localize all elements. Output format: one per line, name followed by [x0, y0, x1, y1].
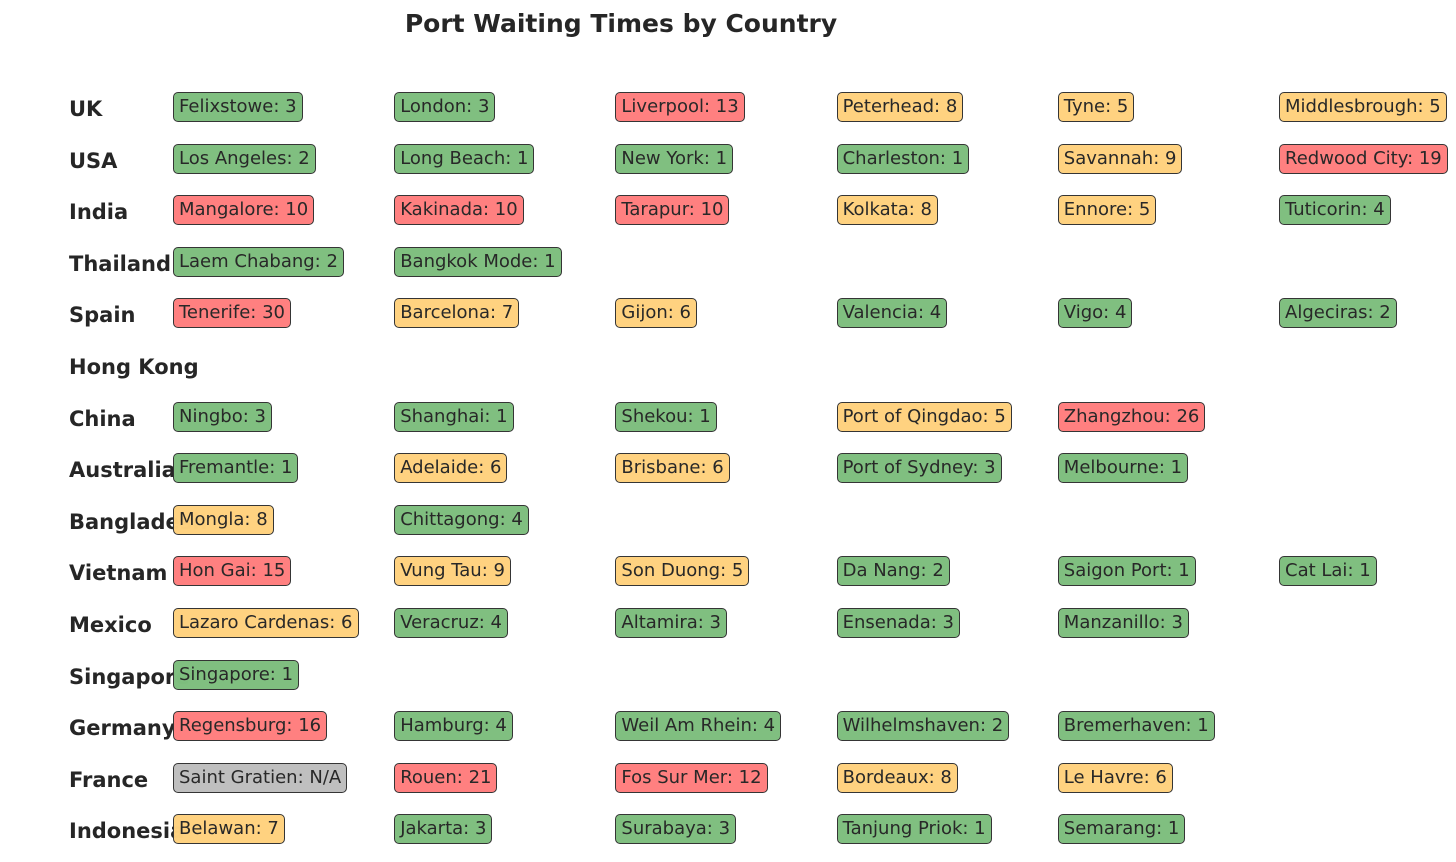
- port-badge: Long Beach: 1: [394, 143, 535, 174]
- country-label: UK: [69, 97, 103, 121]
- port-badge: Veracruz: 4: [394, 608, 508, 638]
- port-badge: Tanjung Priok: 1: [836, 814, 992, 845]
- port-badge: Altamira: 3: [615, 608, 727, 638]
- port-badge: Rouen: 21: [394, 762, 498, 793]
- port-badge: Tenerife: 30: [173, 298, 291, 329]
- country-label: Hong Kong: [69, 355, 199, 379]
- port-badge: Felixstowe: 3: [173, 92, 303, 122]
- port-badge: Belawan: 7: [173, 814, 285, 845]
- port-badge: Laem Chabang: 2: [173, 246, 344, 277]
- port-badge: Da Nang: 2: [836, 556, 950, 587]
- port-badge: Shekou: 1: [615, 401, 717, 432]
- port-badge: Shanghai: 1: [394, 401, 514, 432]
- port-badge: Manzanillo: 3: [1057, 608, 1189, 638]
- port-badge: Hon Gai: 15: [173, 556, 292, 587]
- port-badge: Kakinada: 10: [394, 195, 524, 226]
- port-badge: Savannah: 9: [1057, 143, 1183, 174]
- port-badge: Hamburg: 4: [394, 711, 513, 742]
- country-label: France: [69, 767, 149, 792]
- port-badge: Vigo: 4: [1057, 298, 1133, 329]
- port-badge: Fremantle: 1: [173, 453, 299, 484]
- port-badge: Mangalore: 10: [173, 195, 315, 226]
- port-badge: Chittagong: 4: [394, 504, 529, 535]
- port-badge: Le Havre: 6: [1057, 762, 1173, 793]
- country-label: Thailand: [69, 251, 171, 276]
- port-badge: Adelaide: 6: [394, 453, 508, 484]
- port-badge: Semarang: 1: [1057, 814, 1186, 845]
- port-badge: Melbourne: 1: [1057, 453, 1189, 484]
- port-badge: Port of Qingdao: 5: [836, 401, 1012, 432]
- port-badge: Gijon: 6: [615, 298, 697, 329]
- port-badge: Middlesbrough: 5: [1279, 92, 1447, 122]
- country-label: USA: [69, 148, 118, 173]
- port-badge: Cat Lai: 1: [1279, 556, 1377, 587]
- country-label: Vietnam: [69, 561, 168, 586]
- port-badge: Barcelona: 7: [394, 298, 520, 329]
- port-badge: Valencia: 4: [836, 298, 948, 329]
- port-badge: Tuticorin: 4: [1279, 195, 1391, 226]
- port-badge: Tarapur: 10: [615, 195, 730, 226]
- port-badge: Mongla: 8: [173, 504, 274, 535]
- chart-title: Port Waiting Times by Country: [404, 9, 838, 38]
- port-badge: Redwood City: 19: [1279, 143, 1448, 174]
- country-label: Germany: [69, 716, 176, 741]
- port-badge: Peterhead: 8: [836, 92, 964, 122]
- port-badge: London: 3: [394, 92, 496, 122]
- port-badge: Bordeaux: 8: [836, 762, 958, 793]
- port-badge: Tyne: 5: [1057, 92, 1135, 122]
- country-label: India: [69, 200, 129, 225]
- port-badge: Liverpool: 13: [615, 92, 745, 122]
- port-badge: Charleston: 1: [836, 143, 970, 174]
- port-badge: Port of Sydney: 3: [836, 453, 1002, 484]
- port-badge: Surabaya: 3: [615, 814, 737, 845]
- country-label: Mexico: [69, 613, 152, 637]
- port-badge: Fos Sur Mer: 12: [615, 762, 768, 793]
- port-badge: Vung Tau: 9: [394, 556, 511, 587]
- port-badge: Saint Gratien: N/A: [173, 762, 348, 793]
- port-badge: Weil Am Rhein: 4: [615, 711, 782, 742]
- country-label: Singapore: [69, 664, 190, 689]
- country-label: Spain: [69, 303, 136, 328]
- port-badge: Algeciras: 2: [1279, 298, 1397, 329]
- port-badge: Kolkata: 8: [836, 195, 938, 226]
- port-badge: Son Duong: 5: [615, 556, 750, 587]
- port-badge: Ningbo: 3: [173, 401, 272, 432]
- port-badge: Brisbane: 6: [615, 453, 730, 484]
- country-label: Australia: [69, 458, 176, 483]
- port-badge: Los Angeles: 2: [173, 143, 316, 174]
- port-badge: Lazaro Cardenas: 6: [173, 608, 359, 638]
- port-badge: Zhangzhou: 26: [1057, 401, 1206, 432]
- port-badge: Ennore: 5: [1057, 195, 1157, 226]
- port-badge: Bremerhaven: 1: [1057, 711, 1215, 742]
- port-badge: Singapore: 1: [173, 659, 300, 690]
- port-badge: Jakarta: 3: [394, 814, 493, 845]
- country-label: China: [69, 406, 136, 431]
- port-badge: Wilhelmshaven: 2: [836, 711, 1010, 742]
- port-badge: Ensenada: 3: [836, 608, 960, 638]
- country-label: Indonesia: [69, 819, 185, 844]
- port-badge: Bangkok Mode: 1: [394, 246, 562, 277]
- port-badge: Saigon Port: 1: [1057, 556, 1196, 587]
- port-badge: New York: 1: [615, 143, 734, 174]
- port-badge: Regensburg: 16: [173, 711, 328, 742]
